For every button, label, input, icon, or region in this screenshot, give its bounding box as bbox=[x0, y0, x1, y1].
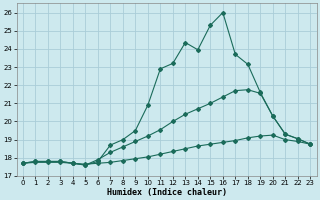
X-axis label: Humidex (Indice chaleur): Humidex (Indice chaleur) bbox=[107, 188, 227, 197]
